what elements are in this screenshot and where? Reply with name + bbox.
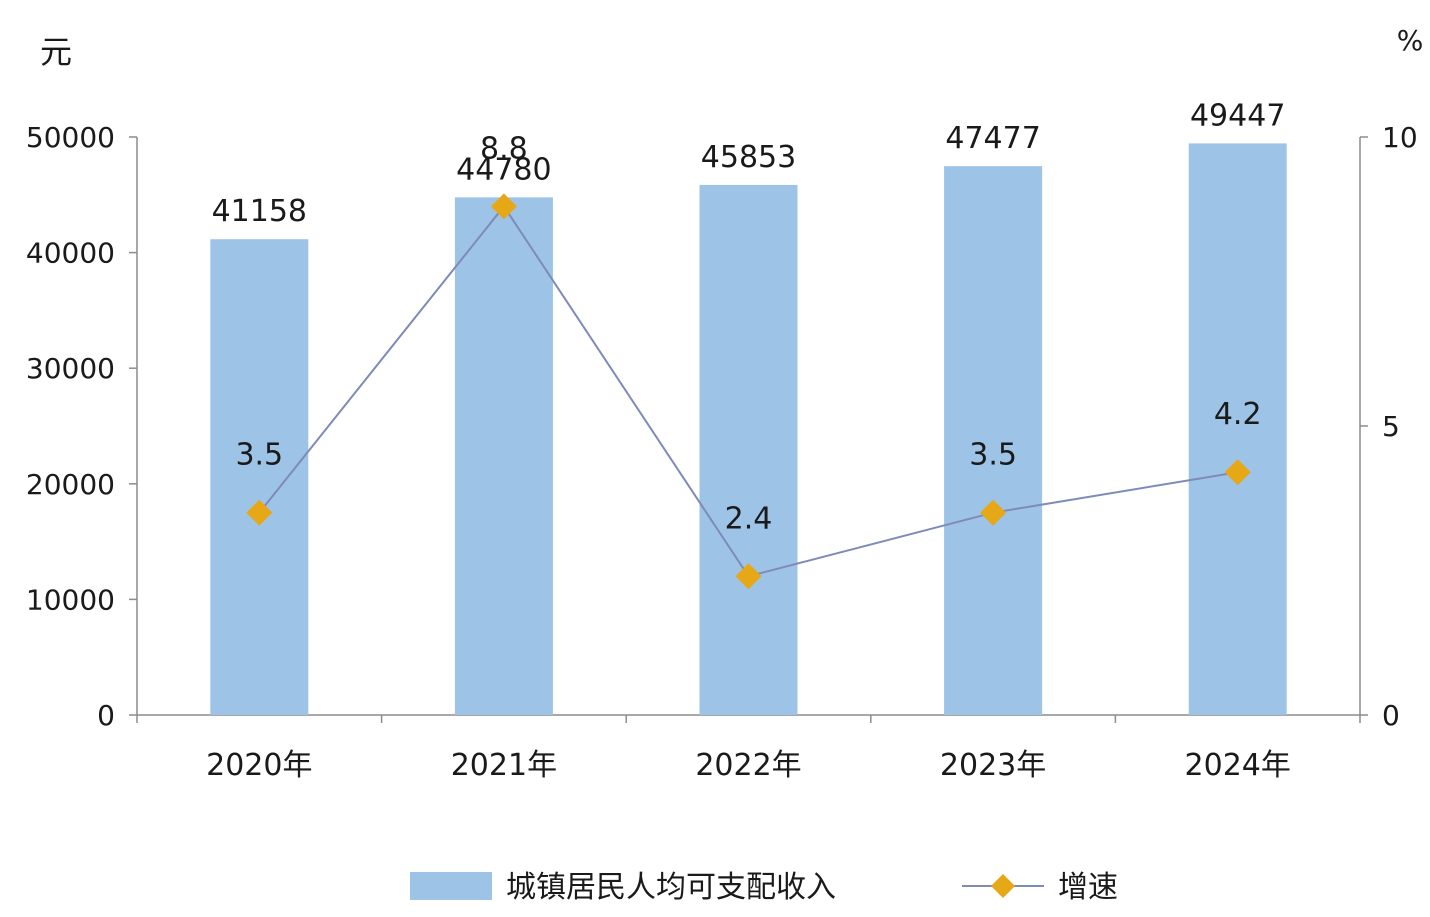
legend: 城镇居民人均可支配收入 增速 (410, 870, 1118, 905)
left-tick-label: 10000 (26, 583, 115, 616)
income-bar (1188, 143, 1287, 715)
income-bar (454, 197, 553, 715)
legend-growth-label: 增速 (1058, 870, 1118, 905)
growth-rate-point (735, 563, 762, 590)
legend-income-label: 城镇居民人均可支配收入 (506, 870, 836, 905)
income-value-label: 41158 (212, 194, 307, 229)
growth-value-label: 8.8 (480, 131, 528, 166)
bars-layer (210, 143, 1287, 716)
x-tick-label: 2021年 (451, 748, 557, 783)
growth-value-label: 3.5 (969, 438, 1017, 473)
growth-value-label: 4.2 (1214, 397, 1262, 432)
right-tick-label: 0 (1382, 699, 1400, 732)
x-tick-label: 2022年 (695, 748, 801, 783)
right-tick-label: 10 (1382, 121, 1418, 154)
left-tick-label: 20000 (26, 468, 115, 501)
growth-rate-point (980, 499, 1007, 526)
x-tick-label: 2020年 (206, 748, 312, 783)
income-bar (699, 184, 798, 715)
growth-rate-point (1224, 459, 1251, 486)
legend-income-swatch (410, 872, 492, 900)
income-value-label: 49447 (1190, 98, 1285, 133)
income-bar (944, 166, 1043, 715)
right-tick-label: 5 (1382, 410, 1400, 443)
growth-line-layer (246, 193, 1251, 590)
growth-value-label: 2.4 (725, 501, 773, 536)
growth-value-label: 3.5 (235, 438, 283, 473)
left-tick-label: 50000 (26, 121, 115, 154)
left-tick-label: 40000 (26, 237, 115, 270)
income-bar (210, 239, 309, 716)
income-value-label: 45853 (701, 140, 796, 175)
left-axis-unit: 元 (40, 33, 72, 71)
right-axis-unit: % (1397, 24, 1424, 57)
left-tick-label: 0 (97, 699, 115, 732)
x-tick-label: 2023年 (940, 748, 1046, 783)
growth-rate-point (490, 193, 517, 220)
income-value-label: 47477 (945, 121, 1040, 156)
legend-growth-marker (991, 874, 1015, 898)
left-tick-label: 30000 (26, 352, 115, 385)
data-labels-layer: 41158 44780 45853 47477 49447 3.5 8.8 2.4 3.5 4.2 (212, 98, 1286, 536)
income-value-label: 44780 (456, 152, 551, 187)
growth-rate-point (246, 499, 273, 526)
x-tick-label: 2024年 (1185, 748, 1291, 783)
axes-layer: 0 10000 20000 30000 40000 50000 元 0 5 10% 2020年 202… (26, 24, 1423, 783)
